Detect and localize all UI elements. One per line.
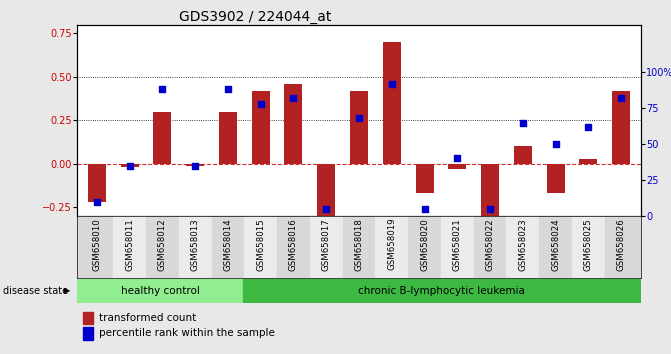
Point xyxy=(616,95,627,101)
Bar xyxy=(186,164,204,166)
Text: healthy control: healthy control xyxy=(121,286,199,296)
Bar xyxy=(178,216,211,278)
Text: GSM658026: GSM658026 xyxy=(617,218,625,270)
Text: GSM658022: GSM658022 xyxy=(486,218,495,270)
Bar xyxy=(243,279,641,303)
Bar xyxy=(83,312,93,324)
Bar xyxy=(121,164,139,167)
Point xyxy=(550,141,561,147)
Text: GSM658024: GSM658024 xyxy=(551,218,560,270)
Text: GSM658014: GSM658014 xyxy=(223,218,232,270)
Point xyxy=(452,156,463,161)
Bar xyxy=(612,91,630,164)
Bar xyxy=(343,216,375,278)
Bar xyxy=(113,216,146,278)
Bar xyxy=(481,164,499,216)
Bar xyxy=(507,216,539,278)
Bar xyxy=(514,147,532,164)
Point xyxy=(386,81,397,86)
Bar xyxy=(474,216,507,278)
Bar xyxy=(382,42,401,164)
Text: GSM658023: GSM658023 xyxy=(518,218,527,270)
Text: GSM658017: GSM658017 xyxy=(321,218,331,270)
Bar xyxy=(83,327,93,340)
Point xyxy=(255,101,266,107)
Text: GSM658025: GSM658025 xyxy=(584,218,593,270)
Text: GSM658020: GSM658020 xyxy=(420,218,429,270)
Point xyxy=(190,163,201,169)
Text: disease state: disease state xyxy=(3,286,68,296)
Text: ▶: ▶ xyxy=(64,286,71,295)
Point xyxy=(321,206,331,212)
Point xyxy=(157,87,168,92)
Bar xyxy=(441,216,474,278)
Bar xyxy=(146,216,178,278)
Text: GSM658011: GSM658011 xyxy=(125,218,134,270)
Bar xyxy=(317,164,336,216)
Bar xyxy=(244,216,277,278)
Text: GDS3902 / 224044_at: GDS3902 / 224044_at xyxy=(178,10,331,24)
Text: GSM658013: GSM658013 xyxy=(191,218,200,270)
Text: GSM658010: GSM658010 xyxy=(93,218,101,270)
Bar xyxy=(310,216,343,278)
Text: transformed count: transformed count xyxy=(99,313,196,322)
Bar xyxy=(154,112,171,164)
Bar xyxy=(415,164,433,193)
Bar xyxy=(285,84,303,164)
Text: GSM658021: GSM658021 xyxy=(453,218,462,270)
Point xyxy=(517,120,528,125)
Text: GSM658019: GSM658019 xyxy=(387,218,397,270)
Point xyxy=(288,95,299,101)
Bar xyxy=(77,279,243,303)
Point xyxy=(484,206,495,212)
Bar xyxy=(252,91,270,164)
Bar xyxy=(408,216,441,278)
Point xyxy=(354,115,364,121)
Bar xyxy=(81,216,113,278)
Point xyxy=(124,163,135,169)
Point xyxy=(91,199,102,204)
Bar xyxy=(539,216,572,278)
Text: chronic B-lymphocytic leukemia: chronic B-lymphocytic leukemia xyxy=(358,286,525,296)
Bar xyxy=(448,164,466,169)
Point xyxy=(419,206,430,212)
Bar xyxy=(211,216,244,278)
Bar xyxy=(579,159,597,164)
Point xyxy=(223,87,234,92)
Bar xyxy=(547,164,564,193)
Bar xyxy=(605,216,637,278)
Bar xyxy=(219,112,237,164)
Text: percentile rank within the sample: percentile rank within the sample xyxy=(99,329,274,338)
Bar xyxy=(350,91,368,164)
Text: GSM658018: GSM658018 xyxy=(354,218,364,270)
Text: GSM658016: GSM658016 xyxy=(289,218,298,270)
Bar xyxy=(277,216,310,278)
Bar xyxy=(375,216,408,278)
Text: GSM658015: GSM658015 xyxy=(256,218,265,270)
Bar xyxy=(88,164,106,202)
Text: GSM658012: GSM658012 xyxy=(158,218,167,270)
Bar xyxy=(572,216,605,278)
Point xyxy=(583,124,594,130)
